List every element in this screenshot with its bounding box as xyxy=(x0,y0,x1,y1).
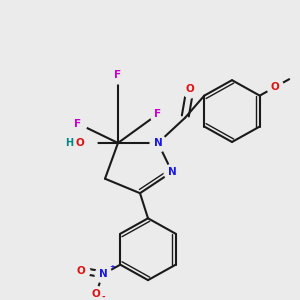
Text: H: H xyxy=(65,138,73,148)
Text: +: + xyxy=(109,263,115,269)
Text: N: N xyxy=(168,167,176,177)
Text: O: O xyxy=(186,84,194,94)
Text: O: O xyxy=(91,289,100,299)
Text: O: O xyxy=(75,138,84,148)
Text: N: N xyxy=(99,269,107,279)
Text: F: F xyxy=(74,118,82,129)
Text: O: O xyxy=(271,82,280,92)
Text: -: - xyxy=(101,293,105,300)
Text: F: F xyxy=(114,70,122,80)
Text: F: F xyxy=(154,109,162,119)
Text: O: O xyxy=(77,266,86,276)
Text: N: N xyxy=(154,138,162,148)
